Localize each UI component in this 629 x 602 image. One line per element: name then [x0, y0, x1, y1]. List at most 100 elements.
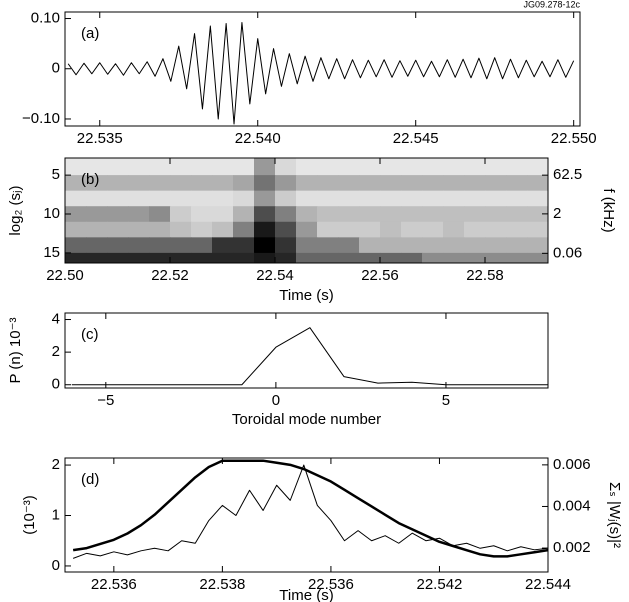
data-line: [67, 22, 575, 125]
heatmap-cell: [212, 221, 234, 238]
x-tick-label: 22.50: [46, 267, 84, 284]
heatmap-cell: [359, 252, 381, 264]
heatmap-cell: [464, 158, 486, 176]
heatmap-cell: [65, 190, 87, 207]
heatmap-cell: [107, 252, 129, 264]
heatmap-cell: [296, 158, 318, 176]
heatmap-cell: [191, 190, 213, 207]
heatmap-cell: [65, 175, 87, 192]
y-tick-label: 0: [52, 557, 60, 574]
y-tick-label: −0.10: [22, 110, 60, 127]
x-axis-label: Toroidal mode number: [232, 411, 381, 428]
heatmap-cell: [317, 252, 339, 264]
x-tick-label: 22.538: [199, 576, 245, 593]
x-tick-label: 22.52: [151, 267, 189, 284]
heatmap-cell: [506, 158, 528, 176]
heatmap-cell: [65, 206, 87, 223]
heatmap-cell: [401, 206, 423, 223]
heatmap-cell: [149, 252, 171, 264]
heatmap-cell: [128, 237, 150, 254]
heatmap-cell: [212, 206, 234, 223]
heatmap-cell: [170, 175, 192, 192]
x-tick-label: 0: [272, 392, 280, 409]
heatmap-cell: [149, 175, 171, 192]
panel-label: (a): [81, 25, 99, 42]
heatmap-cell: [422, 252, 444, 264]
heatmap-cell: [86, 221, 108, 238]
x-tick-label: 22.56: [361, 267, 399, 284]
heatmap-cell: [485, 206, 507, 223]
heatmap-cell: [107, 158, 129, 176]
heatmap-cell: [380, 190, 402, 207]
heatmap-cell: [275, 190, 297, 207]
heatmap-cell: [485, 190, 507, 207]
heatmap-cell: [443, 206, 465, 223]
y2-tick-label: 62.5: [553, 166, 582, 183]
heatmap-cell: [212, 158, 234, 176]
heatmap-cell: [506, 175, 528, 192]
x-tick-label: 22.536: [91, 576, 137, 593]
heatmap-cell: [464, 206, 486, 223]
heatmap-cell: [65, 221, 87, 238]
heatmap-cell: [401, 158, 423, 176]
heatmap-cell: [401, 237, 423, 254]
heatmap-cell: [443, 252, 465, 264]
heatmap-cell: [107, 190, 129, 207]
heatmap-cell: [527, 252, 549, 264]
heatmap-cell: [527, 206, 549, 223]
y2-tick-label: 0.06: [553, 244, 582, 261]
heatmap-cell: [422, 175, 444, 192]
heatmap-cell: [170, 221, 192, 238]
heatmap-cell: [170, 237, 192, 254]
heatmap-cell: [191, 158, 213, 176]
heatmap-cell: [149, 206, 171, 223]
heatmap-cell: [359, 221, 381, 238]
heatmap-cell: [401, 175, 423, 192]
x-tick-label: 22.544: [525, 576, 571, 593]
data-line: [71, 327, 548, 386]
heatmap-cell: [275, 175, 297, 192]
heatmap-cell: [170, 252, 192, 264]
heatmap-cell: [338, 158, 360, 176]
heatmap-cell: [485, 237, 507, 254]
x-axis-label: Time (s): [279, 587, 333, 602]
heatmap-cell: [485, 175, 507, 192]
heatmap-cell: [254, 175, 276, 192]
heatmap-cell: [128, 252, 150, 264]
heatmap-cell: [275, 237, 297, 254]
heatmap-cell: [149, 221, 171, 238]
heatmap-cell: [527, 237, 549, 254]
heatmap-cell: [128, 190, 150, 207]
x-tick-label: 5: [442, 392, 450, 409]
heatmap-cell: [254, 221, 276, 238]
x-tick-label: 22.58: [466, 267, 504, 284]
heatmap-cell: [254, 158, 276, 176]
x-tick-label: 22.535: [77, 130, 123, 147]
heatmap-cell: [338, 252, 360, 264]
y-tick-label: 2: [52, 456, 60, 473]
heatmap-cell: [65, 252, 87, 264]
heatmap-cell: [212, 175, 234, 192]
heatmap-cell: [65, 158, 87, 176]
y-tick-label: 0: [52, 60, 60, 77]
y-tick-label: 5: [52, 166, 60, 183]
heatmap-cell: [506, 252, 528, 264]
y2-tick-label: 0.004: [553, 497, 591, 514]
heatmap-cell: [380, 175, 402, 192]
plot-frame: [64, 457, 549, 573]
x-tick-label: 22.545: [393, 130, 439, 147]
heatmap-cell: [380, 158, 402, 176]
y-tick-label: 0: [52, 376, 60, 393]
heatmap-cell: [338, 175, 360, 192]
heatmap-cell: [107, 221, 129, 238]
heatmap-cell: [443, 237, 465, 254]
heatmap-cell: [506, 206, 528, 223]
heatmap-cell: [296, 206, 318, 223]
y-axis-label: (10⁻³): [21, 495, 38, 535]
y2-axis-label: f (kHz): [600, 188, 617, 232]
heatmap-cell: [107, 175, 129, 192]
heatmap-cell: [359, 237, 381, 254]
heatmap-cell: [233, 175, 255, 192]
x-tick-label: 22.540: [235, 130, 281, 147]
